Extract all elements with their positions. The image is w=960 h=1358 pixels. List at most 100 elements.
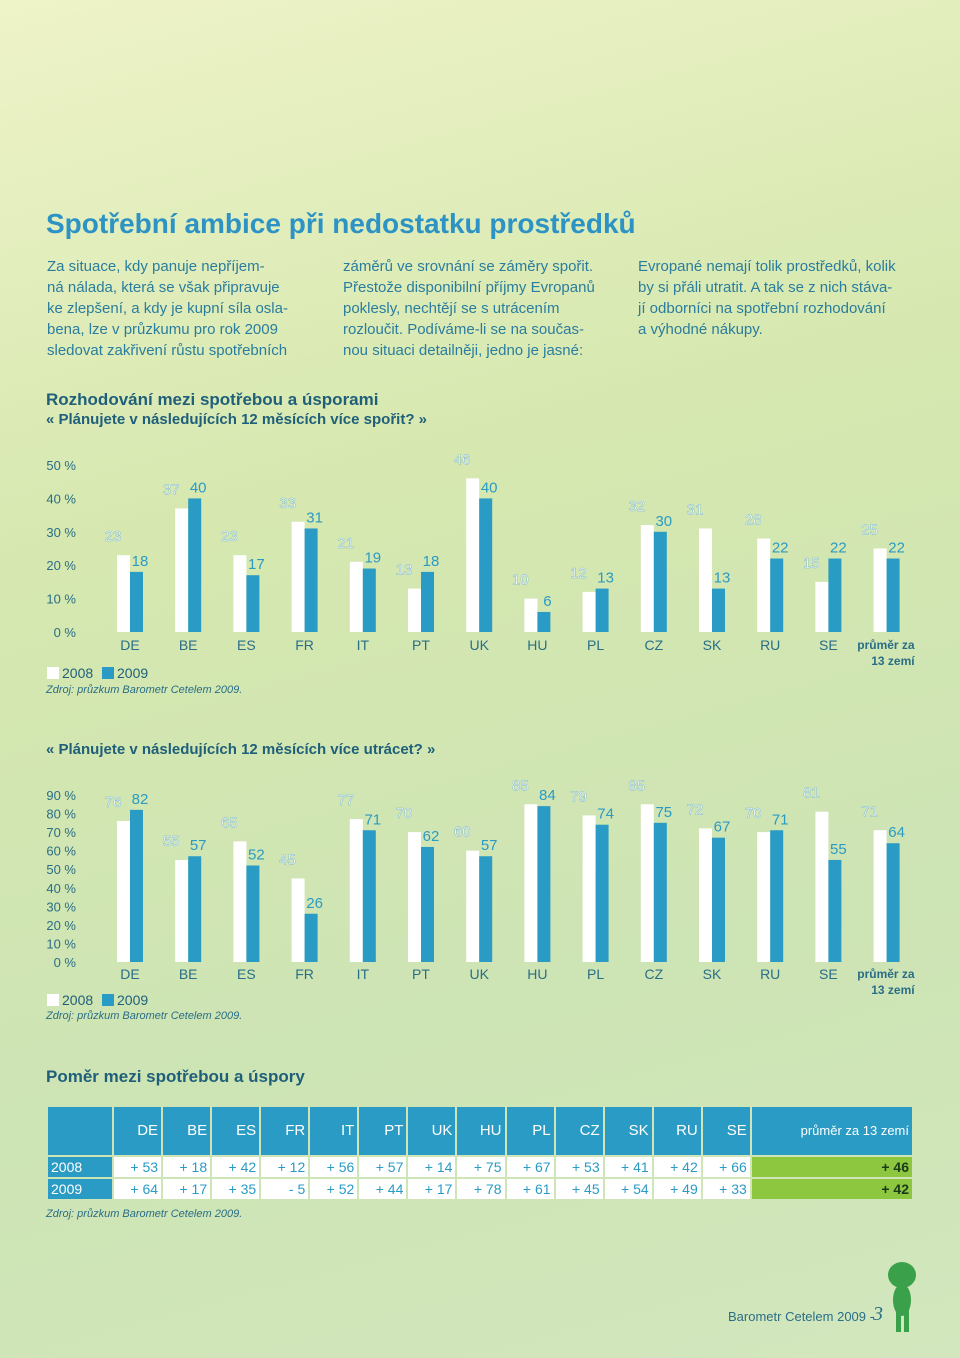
legend-swatch <box>47 667 59 679</box>
value-label: 60 <box>454 824 471 841</box>
x-tick-label: IT <box>356 637 370 653</box>
bar <box>815 811 829 962</box>
value-label: 46 <box>454 451 471 468</box>
intro-line: ná nálada, která se však připravuje <box>47 279 280 296</box>
bar <box>291 878 305 962</box>
x-tick-label: průměr za 13 zemí <box>857 967 915 997</box>
value-label: 18 <box>132 553 149 570</box>
table-cell: + 42 <box>653 1157 701 1177</box>
value-label: 70 <box>396 805 413 822</box>
x-tick-label: SK <box>702 637 722 653</box>
y-tick-label: 0 % <box>54 955 77 970</box>
intro-line: Za situace, kdy panuje nepříjem- <box>47 258 265 275</box>
value-label: 64 <box>888 824 905 841</box>
bar <box>828 859 842 962</box>
value-label: 70 <box>745 805 762 822</box>
value-label: 45 <box>279 852 296 869</box>
value-label: 71 <box>364 811 381 828</box>
value-label: 65 <box>221 814 238 831</box>
value-label: 13 <box>396 562 413 579</box>
intro-line: nou situaci detailněji, jedno je jasné: <box>343 342 584 359</box>
x-tick-label: SE <box>819 966 838 982</box>
value-label: 84 <box>539 787 556 804</box>
value-label: 32 <box>628 498 645 515</box>
table-cell: + 78 <box>457 1179 505 1199</box>
header-cell: HU <box>457 1107 505 1155</box>
value-label: 28 <box>745 511 762 528</box>
x-tick-label: UK <box>469 966 489 982</box>
intro-line: by si přáli utratit. A tak se z nich stá… <box>638 279 893 296</box>
table-cell: + 49 <box>653 1179 701 1199</box>
x-tick-label: RU <box>760 966 781 982</box>
bar <box>537 806 551 962</box>
value-label: 55 <box>830 841 847 858</box>
bar <box>653 822 667 962</box>
table: DE BE ES FR IT PT UK HU PL CZ SK RU SE průměr za 13 z… <box>46 1105 914 1201</box>
bar <box>421 571 434 632</box>
bar <box>466 850 480 962</box>
bar <box>815 581 829 632</box>
bar <box>873 548 887 632</box>
bar <box>757 538 771 632</box>
x-tick-label: SE <box>819 637 838 653</box>
table-cell: + 42 <box>212 1157 260 1177</box>
legend-label: 2009 <box>117 665 149 681</box>
bar <box>291 521 305 632</box>
table-cell: + 44 <box>359 1179 407 1199</box>
bar <box>595 824 609 962</box>
x-tick-label: DE <box>120 637 140 653</box>
bar <box>886 843 900 962</box>
bar <box>130 809 143 962</box>
x-tick-label: průměr za 13 zemí <box>857 638 915 668</box>
table-cell: + 57 <box>359 1157 407 1177</box>
value-label: 81 <box>803 785 820 802</box>
value-label: 30 <box>655 513 672 530</box>
bar <box>757 832 771 962</box>
chart-title: Rozhodování mezi spotřebou a úsporami <box>46 390 379 409</box>
x-tick-label: ES <box>237 637 256 653</box>
table-cell: + 17 <box>408 1179 456 1199</box>
header-cell: FR <box>261 1107 309 1155</box>
value-label: 72 <box>687 801 704 818</box>
header-cell: průměr za 13 zemí <box>751 1107 912 1155</box>
intro-line: a výhodné nákupy. <box>638 321 763 338</box>
intro-line: poklesly, nechtějí se s utrácením <box>343 300 560 317</box>
bar <box>466 478 480 632</box>
header-cell: ES <box>212 1107 260 1155</box>
header-cell: SE <box>702 1107 750 1155</box>
bar <box>188 498 202 632</box>
value-label: 37 <box>163 481 180 498</box>
bar <box>699 828 712 962</box>
header-cell: RU <box>653 1107 701 1155</box>
legend-label: 2008 <box>62 665 94 681</box>
intro-line: sledovat zakřivení růstu spotřebních <box>47 342 288 359</box>
table-cell: + 42 <box>751 1179 912 1199</box>
bar <box>770 830 784 962</box>
legend-swatch <box>102 994 114 1006</box>
value-label: 10 <box>512 572 529 589</box>
bar <box>117 555 130 632</box>
source-note: Zdroj: průzkum Barometr Cetelem 2009. <box>46 684 243 696</box>
table-cell: + 45 <box>555 1179 603 1199</box>
row-label: 2008 <box>48 1157 112 1177</box>
bar <box>362 830 376 962</box>
value-label: 76 <box>105 794 122 811</box>
value-label: 22 <box>830 540 847 557</box>
x-tick-label: CZ <box>644 637 664 653</box>
legend-swatch <box>102 667 114 679</box>
table-cell: + 56 <box>310 1157 358 1177</box>
value-label: 21 <box>337 535 354 552</box>
bar <box>582 815 596 962</box>
value-label: 25 <box>861 522 878 539</box>
bar <box>233 555 247 632</box>
value-label: 22 <box>888 540 905 557</box>
table-cell: + 75 <box>457 1157 505 1177</box>
x-tick-label: BE <box>178 637 198 653</box>
value-label: 13 <box>714 570 731 587</box>
y-tick-label: 50 % <box>46 862 76 877</box>
value-label: 85 <box>628 777 645 794</box>
mascot <box>888 1262 916 1332</box>
x-tick-label: CZ <box>644 966 664 982</box>
value-label: 71 <box>772 811 789 828</box>
bar <box>304 528 318 632</box>
